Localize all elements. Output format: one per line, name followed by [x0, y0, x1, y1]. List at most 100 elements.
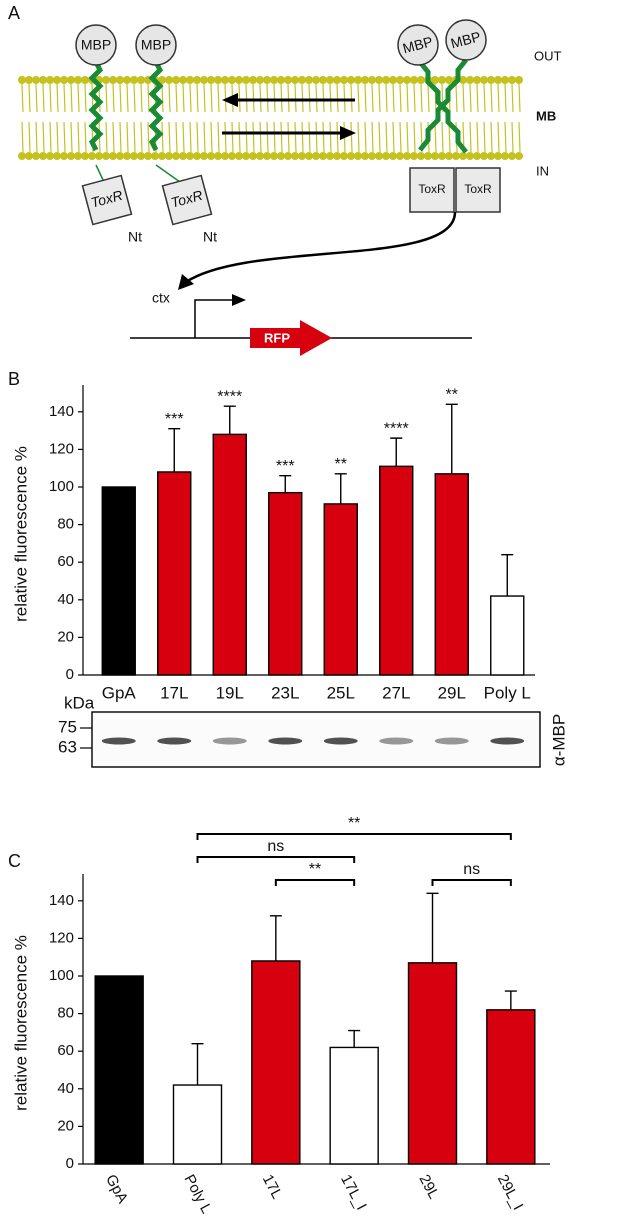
lipid-head: [382, 152, 390, 160]
lipid-head: [501, 76, 509, 84]
lipid-head: [354, 76, 362, 84]
toxr-label: ToxR: [418, 182, 446, 196]
lipid-head: [515, 76, 523, 84]
bar: [323, 503, 358, 676]
lipid-tail: [336, 121, 339, 153]
lipid-head: [403, 76, 411, 84]
bar: [101, 486, 136, 676]
lipid-head: [487, 152, 495, 160]
significance-label: ***: [165, 411, 184, 428]
toxr-box: [455, 167, 501, 213]
lipid-head: [494, 152, 502, 160]
lipid-head: [473, 76, 481, 84]
mbp-circle: [397, 24, 439, 66]
lipid-tail: [476, 83, 479, 113]
y-tick-label: 140: [49, 403, 74, 420]
lipid-tail: [161, 83, 164, 113]
mbp-label: MBP: [141, 37, 171, 53]
lipid-head: [130, 152, 138, 160]
lipid-tail: [182, 121, 185, 153]
lipid-tail: [63, 121, 66, 153]
promoter-arrow: [194, 299, 235, 338]
lipid-tail: [371, 121, 374, 153]
blot-unit: kDa: [64, 693, 95, 712]
lipid-tail: [350, 83, 353, 113]
lipid-tail: [238, 83, 241, 113]
comparison-label: **: [309, 861, 321, 878]
lipid-head: [501, 152, 509, 160]
lipid-tail: [105, 121, 108, 153]
lipid-head: [368, 76, 376, 84]
error-bar: [223, 405, 236, 435]
lipid-tail: [511, 121, 514, 153]
comparison-label: **: [348, 815, 360, 832]
lipid-head: [312, 152, 320, 160]
bar: [212, 433, 247, 676]
lipid-tail: [224, 83, 227, 113]
helix: [418, 58, 468, 152]
lipid-head: [25, 152, 33, 160]
lipid-head: [32, 76, 40, 84]
lipid-head: [88, 152, 96, 160]
lipid-head: [179, 76, 187, 84]
lipid-tail: [371, 83, 374, 113]
lipid-head: [102, 76, 110, 84]
lipid-tail: [231, 121, 234, 153]
lipid-tail: [126, 121, 129, 153]
lipid-tail: [175, 83, 178, 113]
bar: [407, 962, 458, 1165]
lipid-tail: [364, 121, 367, 153]
lipid-tail: [35, 121, 38, 153]
blot-antibody: α-MBP: [549, 714, 568, 766]
significance-label: ****: [217, 388, 242, 405]
x-tick-label: 25L: [327, 683, 355, 702]
lipid-tail: [245, 121, 248, 153]
lipid-head: [452, 152, 460, 160]
lipid-tail: [252, 121, 255, 153]
lipid-tail: [84, 83, 87, 113]
blot-band: [157, 737, 192, 745]
lipid-tail: [266, 83, 269, 113]
x-tick-label: Poly L: [484, 683, 531, 702]
lipid-tail: [448, 121, 451, 153]
lipid-head: [165, 76, 173, 84]
lipid-tail: [469, 83, 472, 113]
lipid-head: [32, 152, 40, 160]
y-tick-label: 140: [49, 892, 74, 909]
reporter-arrow: [250, 320, 332, 356]
lipid-head: [200, 76, 208, 84]
blot-marker: 63: [58, 737, 77, 756]
lipid-head: [515, 152, 523, 160]
x-tick-label: GpA: [102, 683, 137, 702]
lipid-head: [326, 152, 334, 160]
lipid-tail: [203, 83, 206, 113]
blot-band: [268, 737, 303, 745]
lipid-tail: [322, 121, 325, 153]
lipid-tail: [203, 121, 206, 153]
bar: [251, 960, 301, 1165]
lipid-head: [326, 76, 334, 84]
blot-marker: 75: [58, 717, 77, 736]
lipid-tail: [294, 83, 297, 113]
error-bar: [269, 915, 282, 961]
comparison-bracket: [274, 879, 356, 886]
lipid-head: [102, 152, 110, 160]
comparison-label: ns: [267, 838, 284, 855]
lipid-tail: [462, 83, 465, 113]
helix: [148, 60, 164, 152]
comparison-bracket: [431, 879, 512, 886]
lipid-head: [438, 76, 446, 84]
comparison-label: ns: [463, 861, 480, 878]
lipid-head: [277, 152, 285, 160]
lipid-tail: [112, 83, 115, 113]
error-bar: [504, 990, 517, 1010]
out-label: OUT: [534, 48, 562, 63]
lipid-head: [354, 152, 362, 160]
lipid-tail: [224, 121, 227, 153]
lipid-head: [508, 76, 516, 84]
y-axis-label: relative fluorescence %: [11, 446, 30, 622]
lipid-head: [207, 76, 215, 84]
panel-label: A: [8, 3, 20, 23]
error-bar: [390, 437, 403, 467]
